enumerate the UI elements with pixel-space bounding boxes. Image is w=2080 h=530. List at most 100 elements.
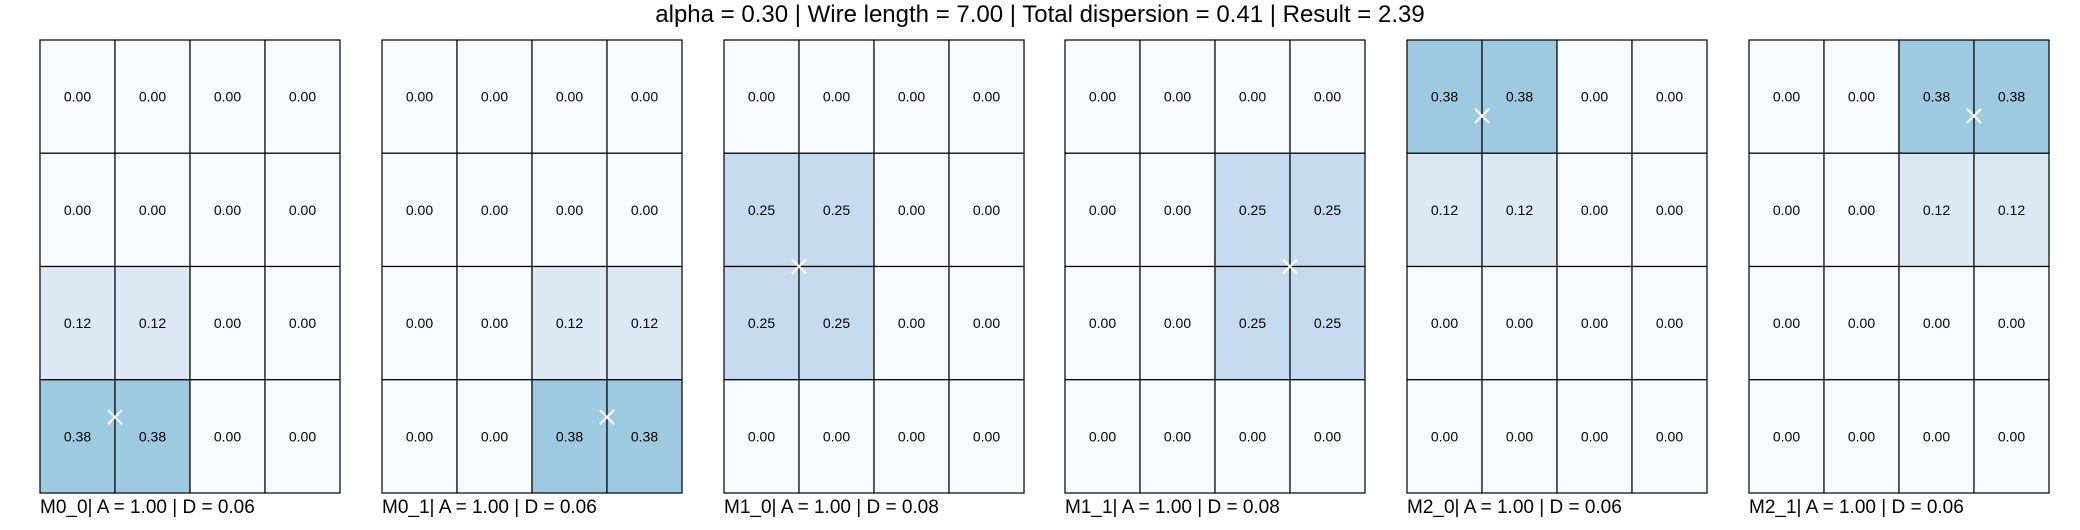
- heatmap-cell: [1064, 152, 1141, 268]
- cell-value-label: 0.00: [1848, 428, 1875, 444]
- cell-value-label: 0.00: [1239, 89, 1266, 105]
- cell-value-label: 0.00: [631, 202, 658, 218]
- heatmap-cell: [1898, 379, 1975, 494]
- heatmap-cell: [1631, 379, 1708, 494]
- heatmap-cell: [873, 152, 950, 268]
- cell-value-label: 0.38: [1506, 89, 1533, 105]
- cell-value-label: 0.00: [898, 315, 925, 331]
- cell-value-label: 0.00: [406, 89, 433, 105]
- heatmap-cell: [1064, 379, 1141, 494]
- cell-value-label: 0.00: [748, 89, 775, 105]
- cell-value-label: 0.00: [1239, 428, 1266, 444]
- cell-value-label: 0.00: [1581, 202, 1608, 218]
- heatmap-cell: [606, 379, 683, 494]
- cell-value-label: 0.25: [1314, 202, 1341, 218]
- cell-value-label: 0.00: [1848, 202, 1875, 218]
- cell-value-label: 0.00: [406, 202, 433, 218]
- cell-value-label: 0.00: [1773, 315, 1800, 331]
- cell-value-label: 0.00: [1164, 202, 1191, 218]
- cell-value-label: 0.00: [1998, 428, 2025, 444]
- heatmap-cell: [456, 379, 533, 494]
- cell-value-label: 0.00: [1923, 428, 1950, 444]
- heatmap-cell: [189, 379, 266, 494]
- heatmap-cell: [1139, 265, 1216, 381]
- heatmap-panel: 0.38 0.38 0.00 0.00 0.12 0.12 0.00 0.00 0.00 0.00…: [1406, 39, 1708, 518]
- heatmap-cell: [1481, 265, 1558, 381]
- centroid-marker: [599, 409, 615, 425]
- cell-value-label: 0.00: [898, 428, 925, 444]
- cell-value-label: 0.00: [1998, 315, 2025, 331]
- cell-value-label: 0.00: [1431, 428, 1458, 444]
- heatmap-cell: [1973, 265, 2050, 381]
- heatmap-cell: [381, 265, 458, 381]
- cell-value-label: 0.00: [64, 202, 91, 218]
- heatmap-cell: [114, 265, 191, 381]
- cell-value-label: 0.25: [748, 315, 775, 331]
- cell-value-label: 0.00: [214, 202, 241, 218]
- heatmap-cell: [1631, 39, 1708, 154]
- cell-value-label: 0.00: [1773, 89, 1800, 105]
- heatmap-cell: [948, 39, 1025, 154]
- cell-value-label: 0.00: [1656, 202, 1683, 218]
- heatmap-cell: [798, 39, 875, 154]
- heatmap-cell: [1973, 152, 2050, 268]
- cell-value-label: 0.12: [1923, 202, 1950, 218]
- heatmap-cell: [264, 152, 341, 268]
- cell-value-label: 0.00: [1314, 89, 1341, 105]
- cell-value-label: 0.00: [748, 428, 775, 444]
- panel-caption: M1_1| A = 1.00 | D = 0.08: [1065, 497, 1280, 518]
- heatmap-cell: [1289, 152, 1366, 268]
- cell-value-label: 0.00: [481, 428, 508, 444]
- cell-value-label: 0.00: [1506, 428, 1533, 444]
- heatmap-cell: [1823, 39, 1900, 154]
- cell-value-label: 0.00: [289, 428, 316, 444]
- heatmap-cell: [1214, 265, 1291, 381]
- cell-value-label: 0.00: [481, 89, 508, 105]
- cell-value-label: 0.00: [214, 315, 241, 331]
- cell-value-label: 0.00: [1506, 315, 1533, 331]
- heatmap-cell: [114, 379, 191, 494]
- heatmap-cell: [873, 379, 950, 494]
- heatmap-cell: [381, 152, 458, 268]
- cell-value-label: 0.12: [556, 315, 583, 331]
- cell-value-label: 0.12: [139, 315, 166, 331]
- cell-value-label: 0.00: [556, 89, 583, 105]
- heatmap-cell: [1481, 152, 1558, 268]
- cell-value-label: 0.00: [973, 89, 1000, 105]
- cell-value-label: 0.00: [1581, 89, 1608, 105]
- centroid-marker: [107, 409, 123, 425]
- heatmap-panel: 0.00 0.00 0.00 0.00 0.00 0.00 0.25 0.25 0.00 0.00…: [1064, 39, 1366, 518]
- heatmap-cell: [264, 379, 341, 494]
- heatmap-cell: [873, 265, 950, 381]
- heatmap-cell: [1823, 152, 1900, 268]
- heatmap-cell: [1406, 39, 1483, 154]
- cell-value-label: 0.25: [1314, 315, 1341, 331]
- heatmap-cell: [798, 265, 875, 381]
- panel-caption: M2_1| A = 1.00 | D = 0.06: [1749, 497, 1964, 518]
- heatmap-cell: [456, 39, 533, 154]
- cell-value-label: 0.38: [64, 428, 91, 444]
- cell-value-label: 0.00: [1431, 315, 1458, 331]
- cell-value-label: 0.00: [289, 202, 316, 218]
- heatmap-cell: [1748, 379, 1825, 494]
- heatmap-cell: [1748, 39, 1825, 154]
- heatmap-cell: [1556, 265, 1633, 381]
- heatmap-cell: [1973, 379, 2050, 494]
- panel-caption: M2_0| A = 1.00 | D = 0.06: [1407, 497, 1622, 518]
- heatmap-cell: [1631, 265, 1708, 381]
- heatmap-cell: [1289, 265, 1366, 381]
- cell-value-label: 0.38: [1431, 89, 1458, 105]
- cell-value-label: 0.00: [1164, 428, 1191, 444]
- heatmap-cell: [798, 379, 875, 494]
- cell-value-label: 0.00: [1089, 89, 1116, 105]
- panel-caption: M0_1| A = 1.00 | D = 0.06: [382, 497, 597, 518]
- cell-value-label: 0.00: [289, 89, 316, 105]
- heatmap-cell: [1556, 39, 1633, 154]
- cell-value-label: 0.00: [1656, 315, 1683, 331]
- cell-value-label: 0.00: [1848, 315, 1875, 331]
- heatmap-cell: [114, 39, 191, 154]
- cell-value-label: 0.00: [1581, 428, 1608, 444]
- cell-value-label: 0.00: [1923, 315, 1950, 331]
- cell-value-label: 0.00: [1164, 315, 1191, 331]
